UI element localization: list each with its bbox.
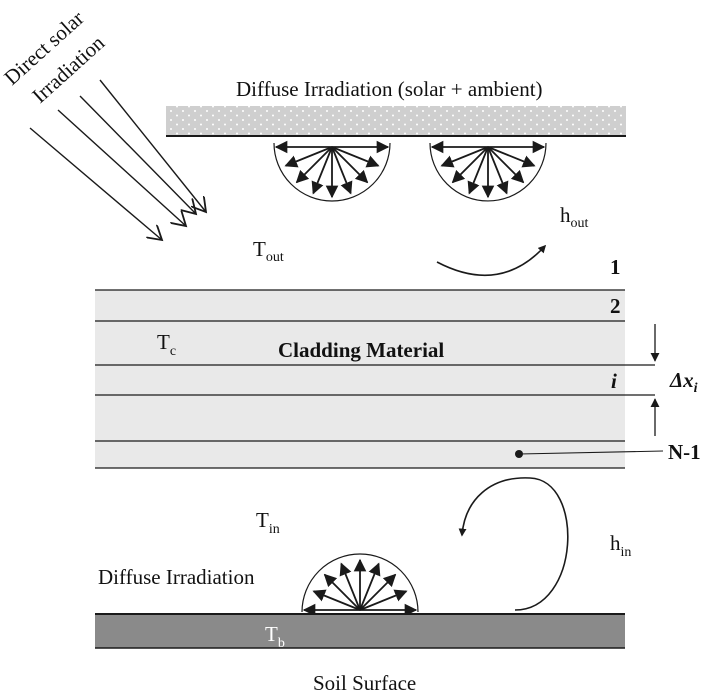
t-b-label: Tb bbox=[265, 622, 285, 651]
soil-band bbox=[95, 614, 625, 648]
radiation-ray-arrow bbox=[359, 562, 381, 611]
layer-1-label: 1 bbox=[610, 255, 621, 279]
radiation-ray-arrow bbox=[359, 573, 397, 611]
h-in-convection-arrow bbox=[458, 477, 569, 611]
solar-ray-2 bbox=[57, 109, 186, 226]
h-out-label: hout bbox=[560, 203, 589, 231]
cladding-body bbox=[95, 290, 625, 468]
n1-label: N-1 bbox=[668, 440, 701, 464]
diffuse-top-band-texture bbox=[166, 106, 626, 136]
radiation-ray-arrow bbox=[487, 146, 525, 184]
direct-solar-arrows bbox=[29, 79, 206, 240]
radiation-ray-arrow bbox=[440, 146, 489, 168]
radiation-ray-arrow bbox=[487, 146, 509, 195]
layer-2-label: 2 bbox=[610, 294, 621, 318]
t-c-label: Tc bbox=[157, 330, 176, 359]
solar-ray-4 bbox=[99, 79, 206, 212]
radiation-ray-arrow bbox=[295, 146, 333, 184]
radiation-ray-arrow bbox=[331, 146, 353, 195]
h-in-label: hin bbox=[610, 531, 631, 560]
radiation-ray-arrow bbox=[339, 562, 361, 611]
radiation-ray-arrow bbox=[323, 573, 361, 611]
cladding-material-label: Cladding Material bbox=[278, 338, 444, 362]
diffuse-hemisphere-top-left bbox=[273, 140, 391, 202]
radiation-ray-arrow bbox=[284, 146, 333, 168]
radiation-ray-arrow bbox=[487, 146, 536, 168]
diffuse-hemisphere-bottom bbox=[301, 553, 419, 617]
delta-x-label: Δxi bbox=[669, 368, 698, 396]
radiation-ray-arrow bbox=[312, 589, 361, 611]
radiation-ray-arrow bbox=[331, 146, 380, 168]
diffuse-top-label: Diffuse Irradiation (solar + ambient) bbox=[236, 77, 543, 101]
diffuse-bottom-label: Diffuse Irradiation bbox=[98, 565, 255, 589]
layer-i-label: i bbox=[611, 369, 617, 393]
n1-leader bbox=[518, 450, 664, 455]
t-out-label: Tout bbox=[253, 237, 284, 265]
solar-ray-1 bbox=[29, 127, 162, 240]
radiation-ray-arrow bbox=[467, 146, 489, 195]
t-in-label: Tin bbox=[256, 508, 280, 537]
radiation-ray-arrow bbox=[359, 589, 408, 611]
radiation-ray-arrow bbox=[311, 146, 333, 195]
h-out-convection-arrow bbox=[436, 244, 547, 277]
diffuse-hemisphere-top-right bbox=[429, 140, 547, 202]
radiation-ray-arrow bbox=[451, 146, 489, 184]
soil-surface-label: Soil Surface bbox=[313, 671, 416, 695]
solar-ray-3 bbox=[79, 95, 196, 214]
radiation-ray-arrow bbox=[331, 146, 369, 184]
cladding-layer-lines bbox=[95, 289, 655, 469]
